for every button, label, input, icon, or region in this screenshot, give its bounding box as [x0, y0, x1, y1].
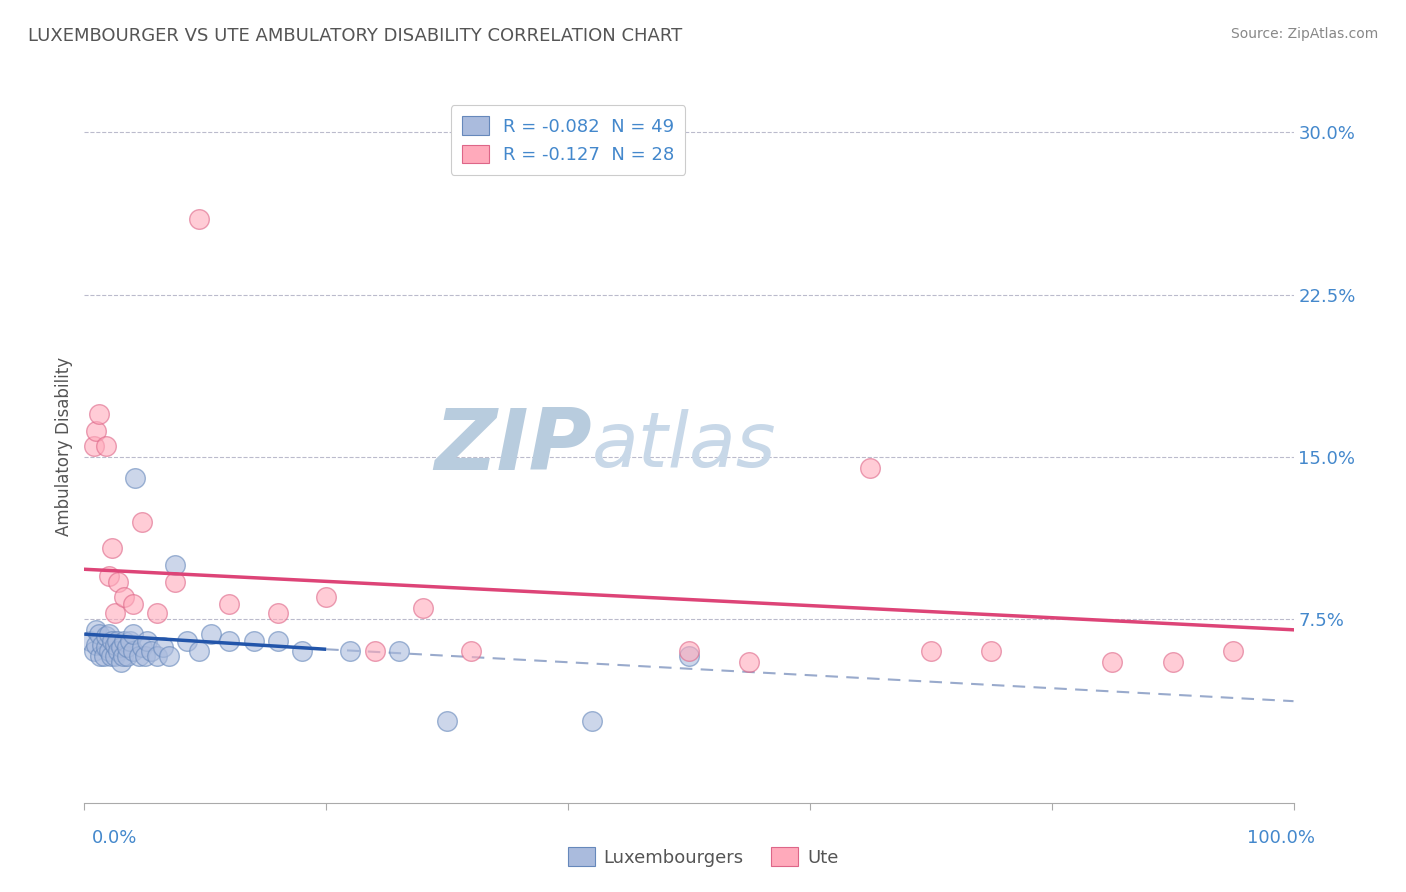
- Point: [112, 648, 135, 663]
- Point: [157, 648, 180, 663]
- Point: [242, 633, 264, 648]
- Text: LUXEMBOURGER VS UTE AMBULATORY DISABILITY CORRELATION CHART: LUXEMBOURGER VS UTE AMBULATORY DISABILIT…: [28, 27, 682, 45]
- Point: [97, 568, 120, 582]
- Point: [176, 633, 198, 648]
- Point: [115, 640, 138, 654]
- Point: [120, 633, 142, 648]
- Point: [79, 633, 101, 648]
- Point: [267, 633, 290, 648]
- Point: [101, 633, 124, 648]
- Point: [87, 407, 110, 421]
- Point: [163, 575, 186, 590]
- Point: [110, 640, 132, 654]
- Text: atlas: atlas: [592, 409, 776, 483]
- Point: [83, 439, 105, 453]
- Point: [1101, 655, 1123, 669]
- Point: [980, 644, 1002, 658]
- Y-axis label: Ambulatory Disability: Ambulatory Disability: [55, 357, 73, 535]
- Point: [97, 644, 120, 658]
- Point: [121, 627, 143, 641]
- Point: [859, 460, 882, 475]
- Point: [163, 558, 186, 572]
- Point: [100, 648, 122, 663]
- Point: [112, 633, 135, 648]
- Point: [131, 515, 153, 529]
- Point: [188, 644, 211, 658]
- Point: [412, 601, 434, 615]
- Point: [339, 644, 361, 658]
- Point: [121, 597, 143, 611]
- Point: [152, 640, 174, 654]
- Point: [86, 638, 108, 652]
- Point: [920, 644, 942, 658]
- Point: [315, 591, 337, 605]
- Point: [1222, 644, 1244, 658]
- Point: [460, 644, 482, 658]
- Point: [678, 648, 700, 663]
- Point: [363, 644, 385, 658]
- Point: [738, 655, 761, 669]
- Point: [94, 629, 117, 643]
- Point: [107, 644, 129, 658]
- Point: [86, 424, 108, 438]
- Point: [121, 644, 143, 658]
- Text: 100.0%: 100.0%: [1247, 829, 1315, 847]
- Text: ZIP: ZIP: [434, 404, 592, 488]
- Point: [128, 648, 150, 663]
- Point: [218, 597, 240, 611]
- Point: [134, 648, 156, 663]
- Point: [91, 638, 114, 652]
- Point: [124, 471, 146, 485]
- Point: [83, 644, 105, 658]
- Text: 0.0%: 0.0%: [91, 829, 136, 847]
- Point: [581, 714, 603, 728]
- Point: [101, 541, 124, 555]
- Point: [86, 623, 108, 637]
- Point: [105, 633, 128, 648]
- Point: [87, 627, 110, 641]
- Point: [89, 648, 111, 663]
- Point: [104, 648, 127, 663]
- Point: [104, 606, 127, 620]
- Point: [94, 439, 117, 453]
- Point: [139, 644, 162, 658]
- Point: [1161, 655, 1184, 669]
- Point: [188, 211, 211, 226]
- Text: Source: ZipAtlas.com: Source: ZipAtlas.com: [1230, 27, 1378, 41]
- Point: [104, 638, 127, 652]
- Point: [110, 655, 132, 669]
- Point: [112, 591, 135, 605]
- Legend: R = -0.082  N = 49, R = -0.127  N = 28: R = -0.082 N = 49, R = -0.127 N = 28: [451, 105, 685, 175]
- Point: [115, 648, 138, 663]
- Legend: Luxembourgers, Ute: Luxembourgers, Ute: [561, 840, 845, 874]
- Point: [436, 714, 458, 728]
- Point: [200, 627, 222, 641]
- Point: [107, 575, 129, 590]
- Point: [131, 640, 153, 654]
- Point: [94, 640, 117, 654]
- Point: [136, 633, 159, 648]
- Point: [93, 648, 115, 663]
- Point: [388, 644, 411, 658]
- Point: [146, 606, 169, 620]
- Point: [97, 627, 120, 641]
- Point: [218, 633, 240, 648]
- Point: [267, 606, 290, 620]
- Point: [678, 644, 700, 658]
- Point: [291, 644, 314, 658]
- Point: [146, 648, 169, 663]
